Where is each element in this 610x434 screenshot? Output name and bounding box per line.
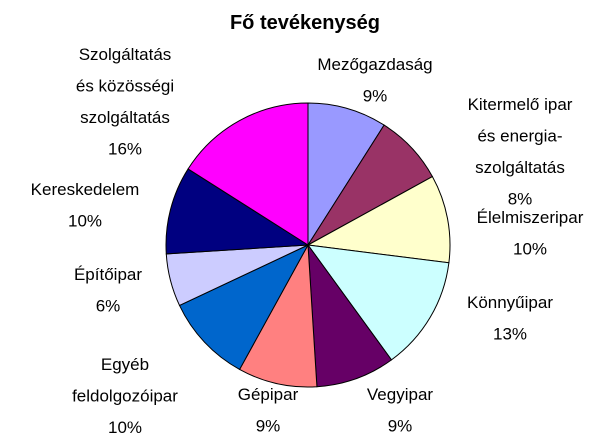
slice-label: Könnyűipar <box>467 293 553 312</box>
value-label: 9% <box>363 87 388 106</box>
slice-label: Szolgáltatás és közösségi szolgáltatás <box>76 45 174 127</box>
slice-label: Gépipar <box>238 385 299 404</box>
value-label: 9% <box>388 417 413 434</box>
value-label: 6% <box>96 297 121 316</box>
slice-label: Élelmiszeripar <box>477 208 584 227</box>
slice-label: Vegyipar <box>367 385 433 404</box>
slice-label: Kereskedelem <box>31 180 140 199</box>
pie-slice <box>238 243 318 388</box>
slice-label: Egyéb feldolgozóipar <box>72 355 178 406</box>
slice-label: Kitermelő ipar és energia-szolgáltatás <box>468 95 573 177</box>
pie-slice <box>306 175 451 264</box>
value-label: 8% <box>508 190 533 209</box>
pie-slice <box>307 243 393 388</box>
pie-slice <box>307 102 385 247</box>
pie-slice <box>165 168 310 255</box>
pie-slice <box>178 243 310 371</box>
value-label: 10% <box>108 418 142 434</box>
slice-label: Mezőgazdaság <box>317 55 432 74</box>
chart-title: Fő tevékenység <box>230 12 380 34</box>
value-label: 10% <box>513 240 547 259</box>
pie-slice <box>187 102 309 246</box>
slice-label: Építőipar <box>74 265 142 284</box>
value-label: 13% <box>493 325 527 344</box>
pie-slice <box>306 244 450 361</box>
value-label: 16% <box>108 140 142 159</box>
value-label: 9% <box>256 417 281 434</box>
value-label: 10% <box>68 212 102 231</box>
